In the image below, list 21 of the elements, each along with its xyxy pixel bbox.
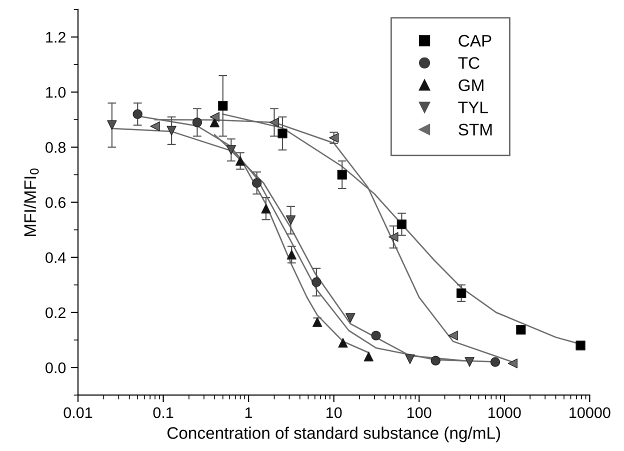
y-tick-label: 0.8 xyxy=(46,142,66,153)
x-tick-label: 0.1 xyxy=(153,407,174,418)
y-tick-label: 0.6 xyxy=(46,197,66,208)
x-axis-title: Concentration of standard substance (ng/mL) xyxy=(167,426,500,442)
x-tick-label: 10000 xyxy=(570,407,610,418)
legend-label: STM xyxy=(458,124,492,136)
legend-label: CAP xyxy=(458,34,492,47)
y-axis-title: MFI/MFI$_{0}$ xyxy=(24,168,39,236)
x-tick-label: 100 xyxy=(408,407,432,418)
y-tick-label: 0.4 xyxy=(46,252,66,264)
legend-label: TYL xyxy=(458,102,488,114)
legend-label: GM xyxy=(458,79,484,92)
x-tick-label: 10 xyxy=(326,407,342,418)
y-tick-label: 0.2 xyxy=(46,307,66,318)
x-tick-label: 0.01 xyxy=(64,407,92,418)
x-tick-label: 1000 xyxy=(488,407,521,418)
y-tick-label: 1.0 xyxy=(46,86,66,98)
x-tick-label: 1 xyxy=(245,407,252,418)
y-tick-label: 1.2 xyxy=(46,32,66,43)
legend-label: TC xyxy=(458,57,480,69)
y-tick-label: 0.0 xyxy=(46,362,66,374)
